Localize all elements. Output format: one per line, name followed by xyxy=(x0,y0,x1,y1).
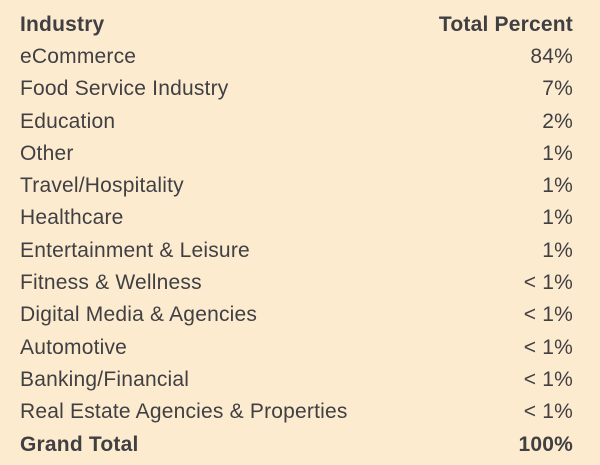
table-row: Travel/Hospitality 1% xyxy=(20,169,573,201)
percent-cell: 2% xyxy=(542,109,573,133)
industry-cell: Automotive xyxy=(20,335,128,359)
grand-total-row: Grand Total 100% xyxy=(20,428,573,460)
table-row: Healthcare 1% xyxy=(20,202,573,234)
table-row: Education 2% xyxy=(20,105,573,137)
industry-cell: Digital Media & Agencies xyxy=(20,303,258,327)
industry-column-header: Industry xyxy=(20,12,105,36)
percent-cell: < 1% xyxy=(523,335,573,359)
table-row: Automotive < 1% xyxy=(20,331,573,363)
table-row: Entertainment & Leisure 1% xyxy=(20,234,573,266)
percent-cell: < 1% xyxy=(523,303,573,327)
industry-cell: Food Service Industry xyxy=(20,77,229,101)
percent-column-header: Total Percent xyxy=(438,12,573,36)
percent-cell: 1% xyxy=(542,238,573,262)
industry-cell: Healthcare xyxy=(20,206,124,230)
table-row: Other 1% xyxy=(20,137,573,169)
percent-cell: < 1% xyxy=(523,367,573,391)
industry-cell: Other xyxy=(20,141,74,165)
industry-cell: eCommerce xyxy=(20,44,137,68)
table-row: Real Estate Agencies & Properties < 1% xyxy=(20,396,573,428)
industry-cell: Real Estate Agencies & Properties xyxy=(20,400,348,424)
table-row: Fitness & Wellness < 1% xyxy=(20,266,573,298)
industry-cell: Entertainment & Leisure xyxy=(20,238,250,262)
percent-cell: < 1% xyxy=(523,271,573,295)
percent-cell: 84% xyxy=(530,44,573,68)
table-header-row: Industry Total Percent xyxy=(20,8,573,40)
percent-cell: 1% xyxy=(542,174,573,198)
percent-cell: 1% xyxy=(542,206,573,230)
table-row: Digital Media & Agencies < 1% xyxy=(20,299,573,331)
industry-cell: Travel/Hospitality xyxy=(20,174,184,198)
table-row: Banking/Financial < 1% xyxy=(20,363,573,395)
industry-cell: Banking/Financial xyxy=(20,367,190,391)
industry-cell: Fitness & Wellness xyxy=(20,271,202,295)
industry-percent-table: Industry Total Percent eCommerce 84% Foo… xyxy=(20,8,573,460)
table-row: eCommerce 84% xyxy=(20,40,573,72)
table-row: Food Service Industry 7% xyxy=(20,73,573,105)
grand-total-value: 100% xyxy=(518,432,573,456)
industry-cell: Education xyxy=(20,109,116,133)
percent-cell: < 1% xyxy=(523,400,573,424)
percent-cell: 1% xyxy=(542,141,573,165)
percent-cell: 7% xyxy=(542,77,573,101)
grand-total-label: Grand Total xyxy=(20,432,139,456)
